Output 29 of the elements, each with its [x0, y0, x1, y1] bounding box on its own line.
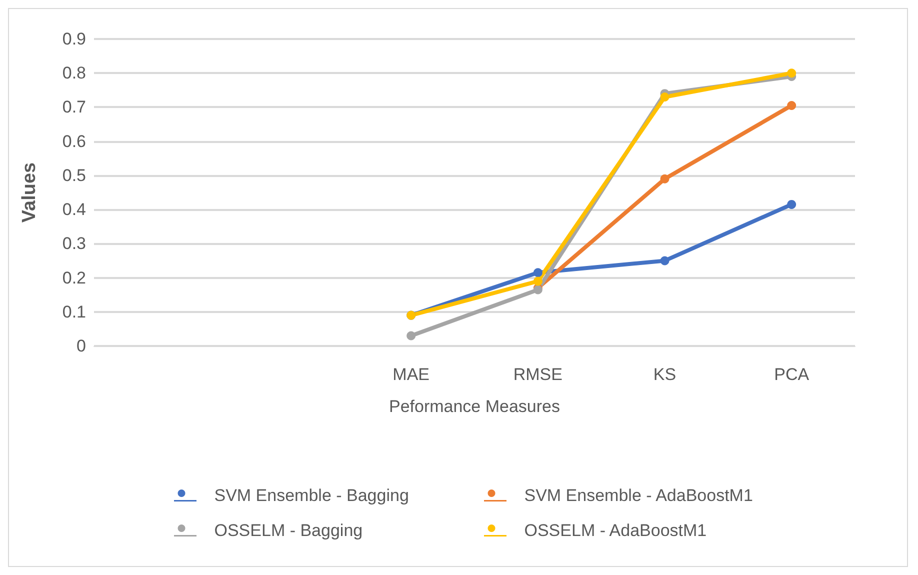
legend-label: SVM Ensemble - Bagging: [214, 486, 409, 505]
point: [533, 276, 542, 286]
x-axis-title: Peformance Measures: [388, 397, 560, 416]
point: [787, 101, 796, 110]
y-tick-label: 0.9: [62, 30, 86, 48]
point: [787, 68, 796, 78]
legend-label: OSSELM - Bagging: [214, 521, 363, 540]
y-tick-label: 0.8: [62, 64, 86, 83]
point: [660, 92, 670, 102]
x-tick-label: MAE: [392, 365, 430, 384]
legend-label: OSSELM - AdaBoostM1: [524, 521, 707, 540]
x-tick-label: PCA: [774, 365, 810, 384]
y-axis-title: Values: [19, 162, 40, 223]
point: [533, 268, 542, 278]
y-tick-label: 0: [76, 336, 86, 356]
y-tick-label: 0.5: [62, 166, 86, 185]
y-tick-label: 0.7: [62, 98, 86, 117]
x-tick-label: KS: [653, 365, 676, 384]
point: [660, 256, 670, 266]
point: [660, 174, 670, 184]
y-tick-label: 0.6: [62, 132, 86, 151]
y-tick-label: 0.4: [62, 200, 86, 220]
x-tick-label: RMSE: [513, 365, 562, 384]
y-tick-label: 0.2: [62, 268, 86, 288]
point: [406, 331, 416, 340]
y-tick-label: 0.1: [62, 302, 86, 322]
point: [787, 200, 796, 209]
y-tick-label: 0.3: [62, 234, 86, 254]
legend-label: SVM Ensemble - AdaBoostM1: [524, 486, 753, 505]
